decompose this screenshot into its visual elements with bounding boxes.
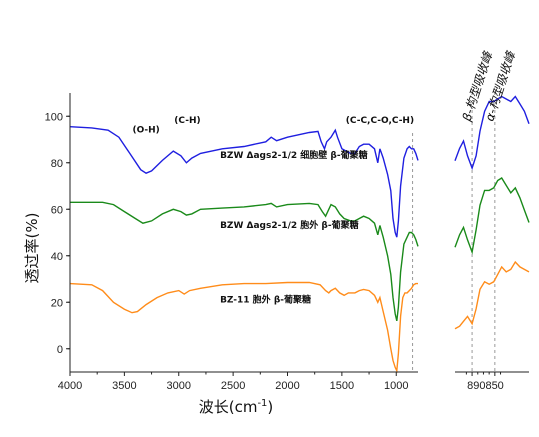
x-tick-label: 2000 xyxy=(275,380,299,392)
x-tick-label: 2500 xyxy=(221,380,245,392)
y-tick-label: 0 xyxy=(57,344,63,356)
series-label: BZW Δags2-1/2 胞外 β-葡聚糖 xyxy=(220,219,359,231)
x-axis-title-main: 波长(cm xyxy=(199,398,258,416)
peak-label-group: (O-H) (C-H) (C-C,C-O,C-H) xyxy=(132,116,414,135)
zoom-spectrum-line-1 xyxy=(454,95,530,171)
series-label-group: BZW Δags2-1/2 细胞壁 β-葡聚糖 BZW Δags2-1/2 胞外 … xyxy=(220,149,368,305)
zoom-series-group xyxy=(454,95,530,372)
y-tick-group: 0 20 40 60 80 100 xyxy=(45,111,70,356)
x-axis-title: 波长(cm-1) xyxy=(199,398,274,416)
y-tick-label: 60 xyxy=(51,204,63,216)
spectrum-line-1 xyxy=(69,126,419,238)
zoom-spectrum-line-3 xyxy=(454,260,530,330)
series-label: BZ-11 胞外 β-葡聚糖 xyxy=(220,293,311,305)
x-tick-label: 1500 xyxy=(330,380,354,392)
y-tick-label: 40 xyxy=(51,251,63,263)
series-label: BZW Δags2-1/2 细胞壁 β-葡聚糖 xyxy=(220,149,368,161)
x-tick-label: 4000 xyxy=(58,380,82,392)
main-series-group xyxy=(69,126,419,374)
main-spectrum-plot: 4000 3500 3000 2500 2000 1500 1000 0 20 40 60 80 10… xyxy=(23,93,419,416)
y-tick-label: 20 xyxy=(51,297,63,309)
y-tick-label: 100 xyxy=(45,111,63,123)
peak-label: (O-H) xyxy=(132,126,159,136)
x-tick-label: 1000 xyxy=(384,380,408,392)
x-tick-label: 3500 xyxy=(112,380,136,392)
spectrum-line-3 xyxy=(69,281,418,374)
zoom-spectrum-line-2 xyxy=(454,177,530,255)
peak-label: (C-C,C-O,C-H) xyxy=(346,116,414,126)
y-tick-label: 80 xyxy=(51,158,63,170)
peak-label: (C-H) xyxy=(174,116,200,126)
spectrum-line-2 xyxy=(70,201,419,322)
zoom-x-tick-label: 890850 xyxy=(467,380,504,392)
x-tick-group: 4000 3500 3000 2500 2000 1500 1000 xyxy=(58,372,408,392)
x-tick-label: 3000 xyxy=(167,380,191,392)
y-axis-title: 透过率(%) xyxy=(23,213,41,284)
x-axis-title-sup: -1 xyxy=(257,398,267,409)
zoom-tick-group: 890850 xyxy=(465,372,504,392)
x-axis-title-close: ) xyxy=(267,398,273,416)
